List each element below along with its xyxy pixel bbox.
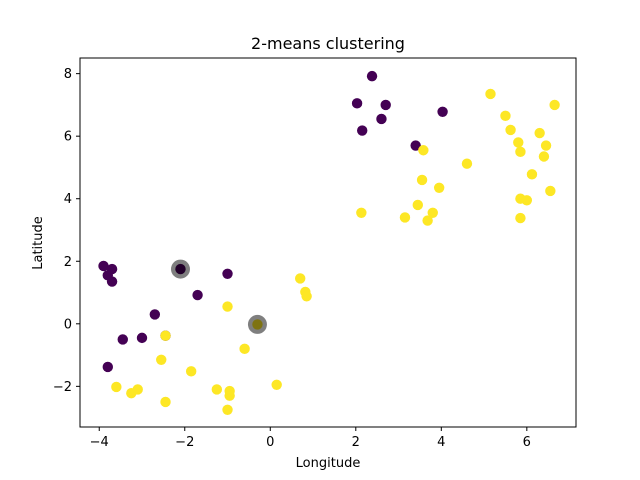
x-tick-label: 6 <box>523 435 531 450</box>
cluster-0-point <box>437 106 448 117</box>
cluster-1-point <box>132 384 143 395</box>
cluster-1-point <box>538 151 550 162</box>
cluster-1-point <box>500 110 511 122</box>
cluster-1-point <box>211 384 223 395</box>
y-tick-label: −2 <box>53 380 72 395</box>
x-tick-label: −2 <box>175 435 194 450</box>
cluster-0-point <box>98 260 109 272</box>
x-tick-label: 4 <box>437 435 445 450</box>
cluster-1-point <box>513 137 524 148</box>
cluster-1-point <box>515 146 526 158</box>
cluster-0-point <box>117 334 128 345</box>
y-tick-label: 8 <box>64 67 72 82</box>
cluster-1-point <box>422 215 433 226</box>
y-tick-label: 2 <box>64 255 72 270</box>
cluster-1-point <box>461 158 473 169</box>
cluster-0-point <box>366 70 378 82</box>
cluster-1-point <box>239 343 250 355</box>
cluster-1-point <box>111 381 122 393</box>
y-tick-label: 6 <box>64 130 72 145</box>
chart-title: 2-means clustering <box>251 34 405 53</box>
cluster-1-point <box>521 195 533 206</box>
x-axis-ticks: −4 −2 0 2 4 6 <box>90 427 531 450</box>
y-axis-ticks: −2 0 2 4 6 8 <box>53 67 80 395</box>
cluster-0-point <box>106 276 118 287</box>
data-points <box>98 70 560 416</box>
cluster-0-point <box>106 263 118 275</box>
y-tick-label: 0 <box>64 317 72 332</box>
cluster-1-point <box>515 212 526 224</box>
cluster-0-point <box>357 125 368 136</box>
y-axis-label: Latitude <box>31 216 46 270</box>
x-tick-label: 0 <box>266 435 274 450</box>
cluster-0-point <box>149 309 161 320</box>
cluster-1-point <box>160 396 171 408</box>
cluster-1-point <box>222 404 233 416</box>
cluster-1-point <box>301 291 312 302</box>
cluster-1-point <box>416 174 428 186</box>
cluster-1-point <box>295 273 306 284</box>
cluster-1-point <box>505 124 516 136</box>
cluster-0-point <box>410 140 421 151</box>
plot-area-frame <box>79 57 577 428</box>
cluster-1-point <box>412 199 423 211</box>
cluster-1-point <box>185 366 197 377</box>
cluster-0-point <box>376 113 387 125</box>
centroid-marker <box>247 314 267 334</box>
cluster-0-point <box>192 289 203 301</box>
cluster-0-point <box>136 332 148 344</box>
cluster-1-point <box>545 185 556 197</box>
cluster-0-point <box>222 268 233 279</box>
cluster-1-point <box>222 301 233 312</box>
centroid-marker <box>170 259 190 279</box>
cluster-1-point <box>160 330 171 341</box>
y-tick-label: 4 <box>64 192 72 207</box>
centroid-markers <box>170 259 267 334</box>
cluster-1-point <box>224 390 235 401</box>
cluster-1-point <box>356 207 367 218</box>
cluster-1-point <box>418 145 429 156</box>
cluster-0-point <box>351 98 363 109</box>
x-tick-label: −4 <box>90 435 109 450</box>
cluster-0-point <box>380 99 391 111</box>
cluster-1-point <box>271 379 282 390</box>
x-axis-label: Longitude <box>296 456 361 471</box>
x-tick-label: 2 <box>352 435 360 450</box>
cluster-1-point <box>549 99 560 111</box>
cluster-1-point <box>427 207 438 218</box>
cluster-1-point <box>399 212 411 223</box>
cluster-1-point <box>433 182 445 193</box>
cluster-1-point <box>156 354 167 365</box>
cluster-1-point <box>485 88 496 100</box>
cluster-0-point <box>102 361 113 373</box>
cluster-1-point <box>534 127 545 139</box>
cluster-1-point <box>526 169 538 180</box>
cluster-1-point <box>540 140 552 151</box>
